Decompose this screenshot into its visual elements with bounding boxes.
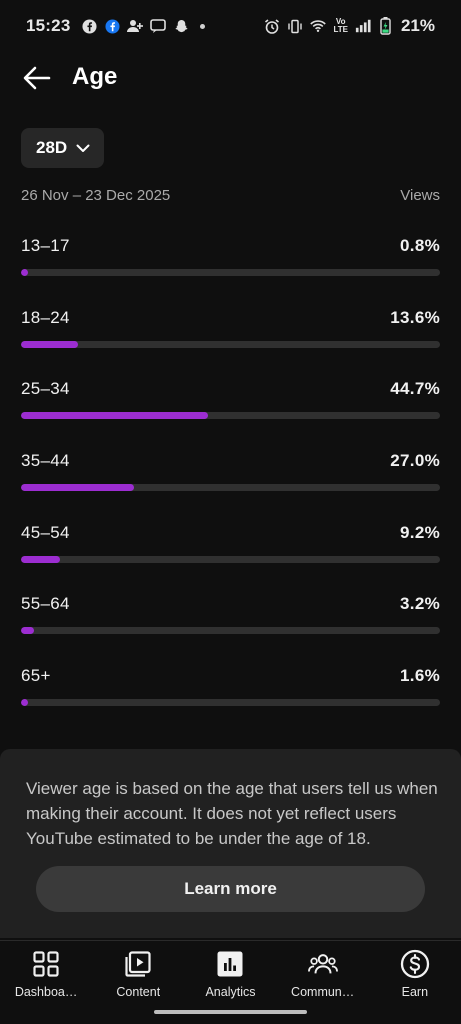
nav-analytics[interactable]: Analytics [184,941,276,1024]
age-percent: 0.8% [400,236,440,255]
age-label: 13–17 [21,236,70,255]
more-notifications-dot [200,23,206,29]
signal-icon [355,18,371,34]
learn-more-button[interactable]: Learn more [36,866,425,912]
age-bar-track [21,627,440,635]
age-label: 45–54 [21,522,70,542]
age-label: 18–24 [21,307,70,327]
age-bar-track [21,555,440,563]
alarm-icon [264,18,280,34]
battery-charging-icon [378,17,394,35]
nav-label: Earn [401,985,429,999]
page-title: Age [72,63,118,90]
age-percent: 1.6% [400,666,440,686]
volte-bottom: LTE [333,25,348,34]
header: Age [0,52,461,104]
facebook-blue-icon [104,18,120,34]
age-percent: 13.6% [390,307,440,327]
age-bar-track [21,340,440,348]
status-time: 15:23 [26,16,71,35]
volte-indicator: Vo LTE [333,18,348,34]
volte-top: Vo [335,17,346,26]
person-add-icon [127,18,144,34]
battery-percent: 21% [400,16,435,35]
back-button[interactable] [20,62,54,94]
facebook-icon [81,18,97,34]
metric-label: Views [400,187,440,204]
age-bar-track [21,269,440,276]
age-label: 65+ [21,666,51,686]
age-label: 25–34 [21,379,70,399]
age-row: 18–24 13.6% [21,308,440,380]
nav-label: Dashboa… [14,985,78,999]
period-label: 28D [36,138,68,157]
age-distribution-list: 13–17 0.8% 18–24 13.6% 25–34 44.7% 35–44… [21,236,440,738]
date-range: 26 Nov – 23 Dec 2025 [21,187,171,204]
nav-content[interactable]: Content [92,941,184,1024]
status-left: 15:23 [26,16,206,36]
age-bar-fill [21,340,78,348]
nav-dashboard[interactable]: Dashboa… [0,941,92,1024]
age-bar-track [21,412,440,420]
analytics-icon [215,949,245,979]
nav-community[interactable]: Commun… [277,941,369,1024]
age-row: 13–17 0.8% [21,236,440,308]
age-row: 55–64 3.2% [21,594,440,666]
age-label: 35–44 [21,451,70,471]
age-row: 25–34 44.7% [21,379,440,451]
home-indicator[interactable] [154,1010,307,1014]
age-percent: 9.2% [400,522,440,542]
nav-label: Analytics [205,985,256,999]
earn-icon [400,949,430,979]
vibrate-icon [287,18,303,34]
age-bar-fill [21,627,35,635]
age-bar-fill [21,412,209,420]
age-percent: 3.2% [400,594,440,614]
age-bar-fill [21,269,28,276]
snapchat-icon [173,18,189,34]
age-label: 55–64 [21,594,70,614]
age-row: 35–44 27.0% [21,451,440,523]
age-row: 65+ 1.6% [21,666,440,738]
age-bar-fill [21,555,60,563]
period-dropdown[interactable]: 28D [21,128,104,168]
arrow-left-icon [23,66,51,90]
chevron-down-icon [76,144,90,152]
age-bar-fill [21,699,28,707]
age-row: 45–54 9.2% [21,523,440,595]
status-right: Vo LTE 21% [264,16,435,36]
nav-earn[interactable]: Earn [369,941,461,1024]
content-icon [123,949,153,979]
dashboard-icon [31,949,61,979]
age-percent: 27.0% [390,451,440,471]
info-text: Viewer age is based on the age that user… [26,779,438,848]
wifi-icon [310,18,327,34]
nav-label: Commun… [291,985,355,999]
community-icon [307,949,338,979]
range-row: 26 Nov – 23 Dec 2025 Views [21,187,440,204]
age-bar-track [21,484,440,492]
age-bar-track [21,699,440,707]
status-bar: 15:23 Vo LTE [0,0,461,52]
age-bar-fill [21,484,135,492]
nav-label: Content [116,985,161,999]
chat-icon [150,18,167,34]
age-percent: 44.7% [390,379,440,399]
